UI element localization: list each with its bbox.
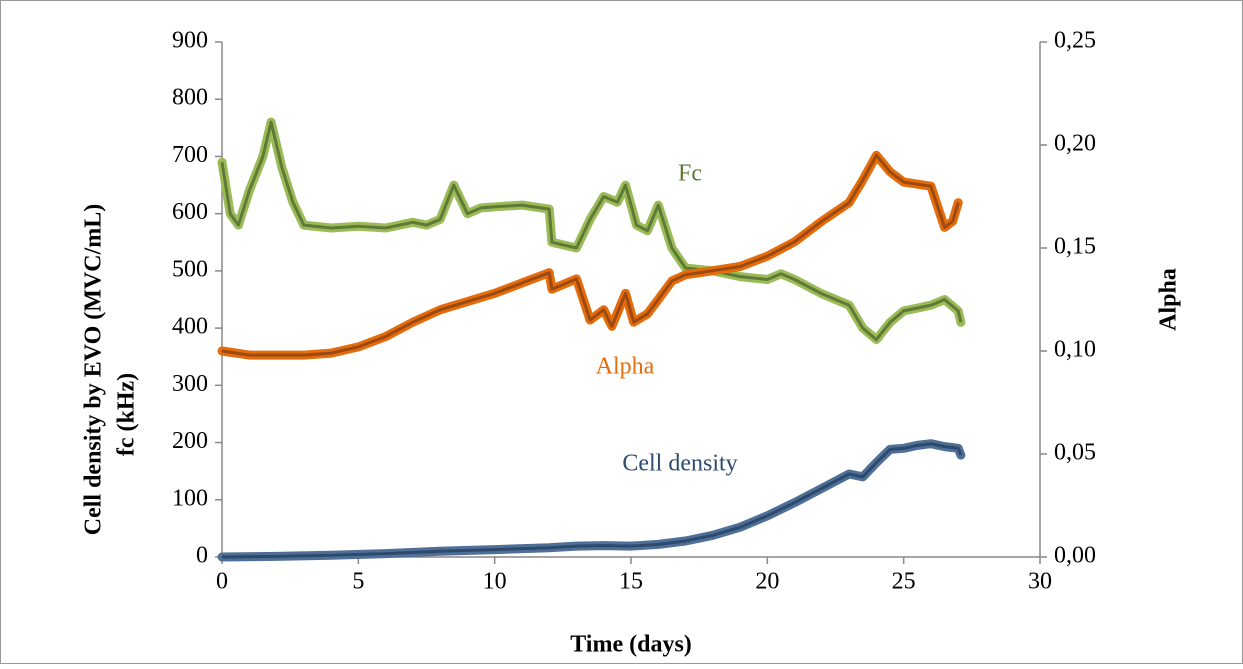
y-tick-label: 600 [172,199,208,225]
y2-tick-label: 0,20 [1054,131,1096,157]
y2-tick-label: 0,15 [1054,234,1096,260]
x-tick-label: 30 [1028,569,1052,595]
y-axis-title: fc (kHz) [114,373,140,456]
x-tick-label: 15 [619,569,643,595]
y-axis-title: Cell density by EVO (MVC/mL) [81,204,107,536]
series-label: Cell density [622,451,737,477]
y2-tick-label: 0,10 [1054,337,1096,363]
series-label: Fc [678,161,702,187]
x-tick-label: 10 [483,569,507,595]
series-line-core [221,442,963,559]
x-tick-label: 25 [892,569,916,595]
y2-tick-label: 0,25 [1054,28,1096,54]
y-tick-label: 500 [172,256,208,282]
series-line-core [221,153,960,357]
y-tick-label: 200 [172,428,208,454]
x-tick-label: 5 [352,569,364,595]
y2-tick-label: 0,05 [1054,440,1096,466]
x-tick-label: 0 [216,569,228,595]
y-tick-label: 0 [196,543,208,569]
x-axis-title: Time (days) [570,632,692,658]
y2-axis-title: Alpha [1156,268,1182,331]
y-tick-label: 400 [172,314,208,340]
series-label: Alpha [596,354,655,380]
y2-tick-label: 0,00 [1054,543,1096,569]
series-line-core [220,120,963,342]
y-tick-label: 300 [172,371,208,397]
y-tick-label: 700 [172,142,208,168]
x-tick-label: 20 [755,569,779,595]
y-tick-label: 800 [172,85,208,111]
y-tick-label: 100 [172,485,208,511]
y-tick-label: 900 [172,28,208,54]
